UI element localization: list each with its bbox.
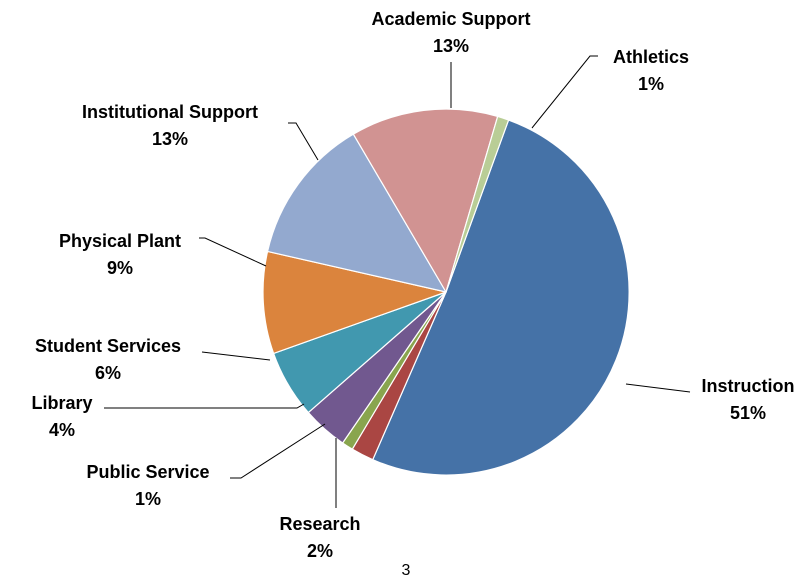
pie-slice-athletics bbox=[445, 115, 510, 293]
slice-value-instruction: 51% bbox=[730, 403, 766, 423]
leader-line-student-services bbox=[201, 351, 271, 361]
slice-value-institutional-support: 13% bbox=[152, 129, 188, 149]
pie-slices bbox=[262, 108, 630, 476]
pie-slice-academic-support bbox=[352, 108, 499, 293]
slice-name-library: Library bbox=[31, 393, 92, 413]
slice-name-institutional-support: Institutional Support bbox=[82, 102, 258, 122]
slice-name-student-services: Student Services bbox=[35, 336, 181, 356]
leader-line-public-service bbox=[230, 423, 326, 479]
slice-name-public-service: Public Service bbox=[86, 462, 209, 482]
pie-slice-instruction bbox=[372, 119, 630, 476]
leader-line-library bbox=[104, 403, 305, 409]
slice-value-public-service: 1% bbox=[135, 489, 161, 509]
slice-value-physical-plant: 9% bbox=[107, 258, 133, 278]
slice-name-physical-plant: Physical Plant bbox=[59, 231, 181, 251]
leader-line-institutional-support bbox=[288, 122, 319, 161]
slice-value-library: 4% bbox=[49, 420, 75, 440]
pie-slice-institutional-support bbox=[266, 133, 447, 293]
slice-name-athletics: Athletics bbox=[613, 47, 689, 67]
slice-name-instruction: Instruction bbox=[702, 376, 795, 396]
slice-name-research: Research bbox=[279, 514, 360, 534]
leader-lines bbox=[104, 55, 691, 508]
page-number: 3 bbox=[401, 562, 411, 579]
slice-value-athletics: 1% bbox=[638, 74, 664, 94]
pie-slice-physical-plant bbox=[262, 250, 447, 354]
leader-line-instruction bbox=[625, 383, 691, 393]
leader-line-physical-plant bbox=[199, 237, 267, 267]
slice-value-research: 2% bbox=[307, 541, 333, 561]
slice-labels: Instruction 51% Research 2% Public Servi… bbox=[31, 9, 794, 561]
slice-name-academic-support: Academic Support bbox=[371, 9, 530, 29]
slice-value-academic-support: 13% bbox=[433, 36, 469, 56]
leader-line-athletics bbox=[531, 55, 598, 129]
slice-value-student-services: 6% bbox=[95, 363, 121, 383]
